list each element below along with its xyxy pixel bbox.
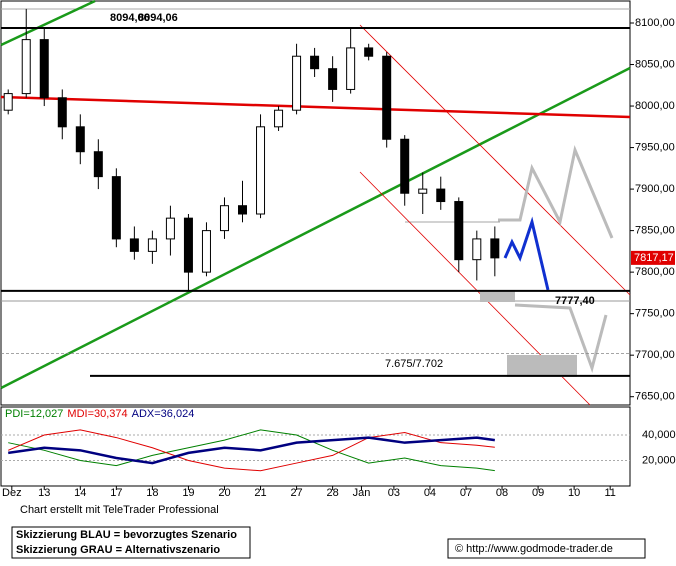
scenario-gray bbox=[498, 144, 614, 239]
y-tick-label: 20,000 bbox=[642, 454, 676, 466]
candle-body bbox=[346, 47, 356, 90]
candle-body bbox=[21, 39, 31, 95]
candle-body bbox=[111, 176, 121, 240]
legend-entry: PDI=12,027 bbox=[5, 408, 63, 420]
x-tick-label: 27 bbox=[290, 487, 302, 499]
trend-line bbox=[0, 66, 631, 390]
x-tick-label: 07 bbox=[460, 487, 472, 499]
credit: Chart erstellt mit TeleTrader Profession… bbox=[20, 504, 219, 516]
legend-entry: ADX=36,024 bbox=[132, 408, 195, 420]
x-tick-label: 20 bbox=[218, 487, 230, 499]
candle-body bbox=[274, 109, 284, 128]
x-tick-label: 10 bbox=[568, 487, 580, 499]
y-tick-label: 7950,00 bbox=[635, 141, 675, 153]
indicator-frame bbox=[0, 406, 631, 487]
x-tick-label: 28 bbox=[326, 487, 338, 499]
indicator-line bbox=[8, 429, 495, 472]
x-tick-label: 11 bbox=[604, 487, 615, 499]
y-tick-label: 7650,00 bbox=[635, 391, 675, 403]
level-label: 7777,40 bbox=[555, 295, 595, 307]
candle-body bbox=[3, 93, 13, 111]
level-label: 8094,06 bbox=[138, 12, 178, 24]
trend-line bbox=[0, 0, 96, 47]
legend-text: Skizzierung GRAU = Alternativszenario bbox=[16, 544, 220, 556]
candle-body bbox=[364, 47, 374, 57]
candle-body bbox=[219, 205, 229, 232]
legend-box bbox=[11, 526, 251, 559]
x-tick-label: 13 bbox=[38, 487, 50, 499]
candle-body bbox=[129, 238, 139, 252]
y-tick-label: 7800,00 bbox=[635, 266, 675, 278]
candle-body bbox=[201, 230, 211, 273]
candle-body bbox=[147, 238, 157, 252]
x-tick-label: 09 bbox=[532, 487, 544, 499]
x-tick-label: 18 bbox=[146, 487, 158, 499]
candle-body bbox=[93, 151, 103, 178]
candle-body bbox=[310, 55, 320, 70]
y-tick-label: 7750,00 bbox=[635, 308, 675, 320]
y-tick-label: 8050,00 bbox=[635, 58, 675, 70]
candle-body bbox=[490, 238, 500, 259]
price-frame bbox=[0, 0, 631, 406]
last-price-label: 7817,17 bbox=[634, 252, 674, 264]
candle-body bbox=[75, 126, 85, 153]
last-price-box bbox=[631, 250, 675, 265]
source: © http://www.godmode-trader.de bbox=[455, 543, 613, 555]
indicator-line bbox=[8, 436, 496, 465]
candle-body bbox=[418, 188, 428, 194]
scenario-gray bbox=[514, 303, 608, 373]
scenario-blue bbox=[503, 216, 550, 291]
y-tick-label: 8100,00 bbox=[635, 17, 675, 29]
y-tick-label: 40,000 bbox=[642, 429, 676, 441]
y-tick-label: 7850,00 bbox=[635, 225, 675, 237]
candle-body bbox=[39, 39, 49, 99]
y-tick-label: 7900,00 bbox=[635, 183, 675, 195]
candle-body bbox=[472, 238, 482, 261]
level-label: 8094,06 bbox=[110, 12, 150, 24]
y-tick-label: 7700,00 bbox=[635, 349, 675, 361]
candle-body bbox=[256, 126, 266, 215]
candle-body bbox=[238, 205, 248, 215]
x-tick-label: 21 bbox=[254, 487, 266, 499]
x-tick-label: 03 bbox=[388, 487, 400, 499]
x-tick-label: 19 bbox=[182, 487, 194, 499]
x-tick-label: 14 bbox=[74, 487, 86, 499]
candle-body bbox=[328, 68, 338, 90]
target-zone bbox=[480, 290, 515, 302]
level-label: 7.675/7.702 bbox=[385, 358, 443, 370]
candle-body bbox=[400, 138, 410, 194]
x-tick-label: 04 bbox=[424, 487, 436, 499]
target-zone bbox=[507, 355, 577, 377]
x-tick-label: Dez bbox=[2, 487, 22, 499]
legend-entry: MDI=30,374 bbox=[67, 408, 127, 420]
candle-body bbox=[183, 217, 193, 273]
indicator-line bbox=[8, 429, 495, 472]
legend-text: Skizzierung BLAU = bevorzugtes Szenario bbox=[16, 529, 237, 541]
channel-line bbox=[359, 24, 631, 296]
candle-body bbox=[165, 217, 175, 240]
x-tick-label: 08 bbox=[496, 487, 508, 499]
candle-body bbox=[454, 201, 464, 261]
trend-line bbox=[0, 95, 631, 119]
candle-body bbox=[292, 55, 302, 111]
candle-body bbox=[57, 97, 67, 128]
candle-body bbox=[436, 188, 446, 203]
candle-body bbox=[382, 55, 392, 140]
y-tick-label: 8000,00 bbox=[635, 100, 675, 112]
x-tick-label: 17 bbox=[110, 487, 122, 499]
source-box bbox=[447, 538, 646, 559]
x-tick-label: Jan bbox=[353, 487, 371, 499]
